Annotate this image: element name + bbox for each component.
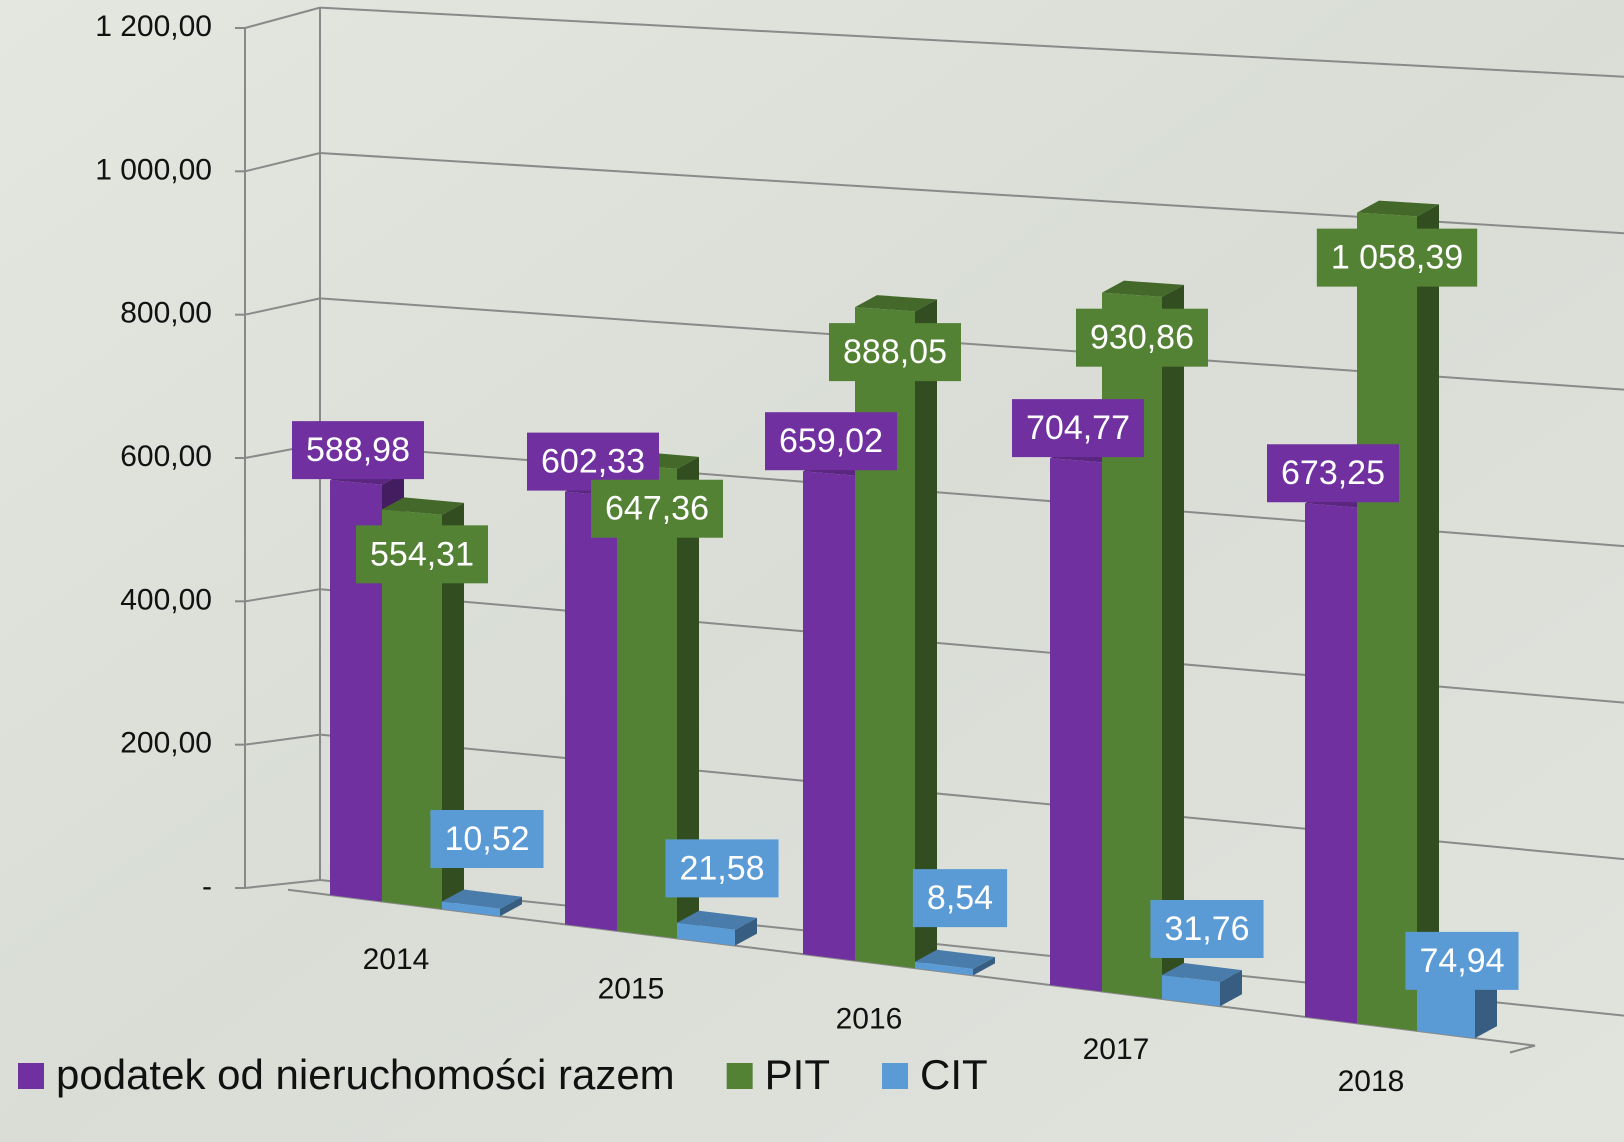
x-tick-label: 2018 [1338,1065,1405,1098]
data-label: 1 058,39 [1331,239,1463,277]
y-tick-label: 1 000,00 [95,153,212,186]
y-tick-label: 200,00 [120,727,212,760]
y-tick-label: 600,00 [120,440,212,473]
legend-swatch [882,1063,908,1089]
data-label: 21,58 [679,849,764,887]
bar [1102,293,1162,999]
x-tick-label: 2016 [836,1002,903,1035]
x-tick-label: 2014 [363,943,430,976]
bar [1305,503,1357,1023]
bar [803,471,855,960]
y-tick-label: 800,00 [120,297,212,330]
bar [1050,458,1102,991]
data-label: 8,54 [927,879,993,917]
data-label: 930,86 [1090,319,1194,357]
data-label: 31,76 [1164,910,1249,948]
data-label: 647,36 [605,490,709,528]
bar-side [1417,204,1439,1031]
data-label: 10,52 [444,820,529,858]
chart: - 200,00 400,00 600,00 800,00 1 000,00 1 200,0… [0,0,1624,1142]
bar [565,492,617,931]
y-tick-label: - [202,870,212,903]
bar [855,307,915,968]
data-label: 588,98 [306,431,410,469]
bar [1357,213,1417,1031]
data-label: 704,77 [1026,409,1130,447]
legend-label: CIT [920,1051,988,1098]
data-label: 659,02 [779,422,883,460]
y-tick-label: 400,00 [120,583,212,616]
x-tick-label: 2017 [1083,1033,1150,1066]
y-tick-label: 1 200,00 [95,10,212,43]
bar-side [915,299,937,968]
legend-swatch [18,1063,44,1089]
legend-label: podatek od nieruchomości razem [56,1051,675,1098]
data-label: 74,94 [1419,942,1504,980]
bar-side [1162,285,1184,999]
legend-label: PIT [765,1051,830,1098]
data-label: 673,25 [1281,454,1385,492]
legend-swatch [727,1063,753,1089]
x-tick-label: 2015 [598,973,665,1006]
data-label: 602,33 [541,443,645,481]
data-label: 888,05 [843,333,947,371]
data-label: 554,31 [370,535,474,573]
